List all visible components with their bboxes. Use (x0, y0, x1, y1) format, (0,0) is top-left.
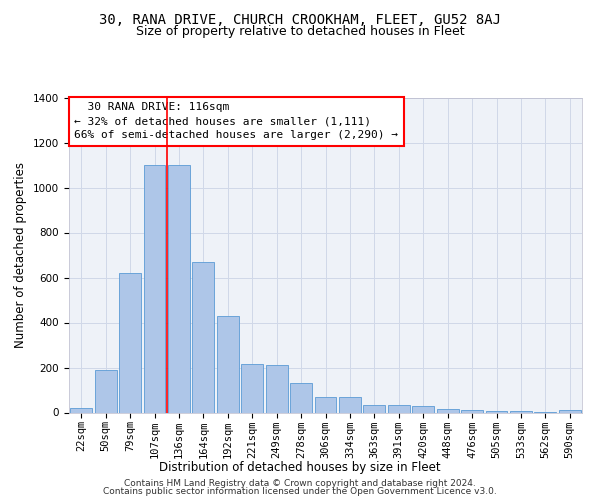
Bar (119, 273, 141, 412)
Text: Contains HM Land Registry data © Crown copyright and database right 2024.: Contains HM Land Registry data © Crown c… (124, 478, 476, 488)
Bar (388, 406, 410, 412)
Text: 30 RANA DRIVE: 116sqm
← 32% of detached houses are smaller (1,111)
66% of semi-d: 30 RANA DRIVE: 116sqm ← 32% of detached … (74, 102, 398, 140)
Bar (437, 409, 458, 412)
Bar (290, 383, 312, 412)
Bar (241, 364, 263, 412)
Bar (559, 410, 581, 412)
Text: Distribution of detached houses by size in Fleet: Distribution of detached houses by size … (159, 461, 441, 474)
Bar (266, 365, 287, 412)
Text: 30, RANA DRIVE, CHURCH CROOKHAM, FLEET, GU52 8AJ: 30, RANA DRIVE, CHURCH CROOKHAM, FLEET, … (99, 12, 501, 26)
Bar (95, 370, 116, 412)
Bar (168, 165, 190, 412)
Bar (339, 397, 361, 412)
Bar (314, 397, 337, 412)
Bar (193, 262, 214, 412)
Y-axis label: Number of detached properties: Number of detached properties (14, 162, 28, 348)
Text: Contains public sector information licensed under the Open Government Licence v3: Contains public sector information licen… (103, 487, 497, 496)
Bar (461, 410, 483, 412)
Bar (217, 316, 239, 412)
Bar (364, 406, 385, 412)
Bar (485, 410, 508, 412)
Bar (143, 165, 166, 412)
Text: Size of property relative to detached houses in Fleet: Size of property relative to detached ho… (136, 25, 464, 38)
Bar (412, 406, 434, 412)
Bar (70, 408, 92, 412)
